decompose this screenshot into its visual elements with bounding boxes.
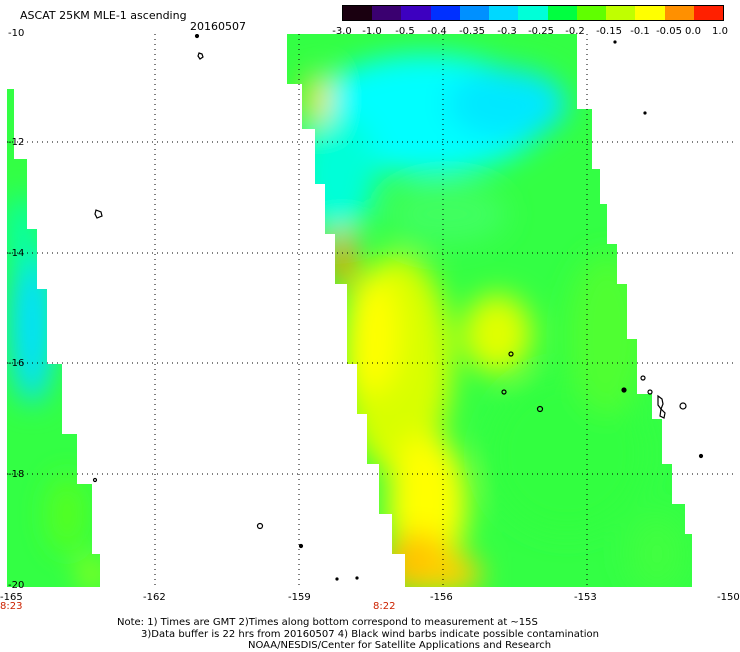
y-tick-label: -14 — [8, 248, 25, 259]
colorbar-label: -0.3 — [497, 26, 517, 37]
colorbar-segment-8 — [576, 6, 607, 20]
map-canvas — [7, 34, 735, 587]
wind-map — [7, 34, 735, 587]
y-tick-label: -16 — [8, 358, 25, 369]
colorbar-segment-6 — [518, 6, 548, 20]
graticule — [7, 34, 735, 587]
x-tick-label: -150 — [717, 592, 740, 603]
colorbar-label: -0.1 — [630, 26, 650, 37]
colorbar-labels: -3.0 -1.0 -0.5 -0.4 -0.35 -0.3 -0.25 -0.… — [330, 26, 735, 38]
colorbar-label: -0.2 — [565, 26, 585, 37]
y-tick-label: -10 — [8, 28, 25, 39]
swath-time-left: 8:23 — [0, 601, 23, 612]
colorbar-segment-7 — [547, 6, 577, 20]
colorbar-label: 1.0 — [712, 26, 728, 37]
colorbar-segment-11 — [664, 6, 694, 20]
colorbar-label: -0.25 — [528, 26, 554, 37]
map-date: 20160507 — [190, 20, 246, 33]
swath-left — [7, 89, 100, 587]
y-tick-label: -18 — [8, 469, 25, 480]
map-title: ASCAT 25KM MLE-1 ascending — [20, 9, 187, 22]
colorbar-segment-2 — [401, 6, 431, 20]
colorbar-segment-12 — [693, 6, 724, 20]
colorbar-label: -0.15 — [596, 26, 622, 37]
x-tick-label: -162 — [143, 592, 166, 603]
colorbar — [342, 5, 724, 21]
colorbar-segment-9 — [606, 6, 636, 20]
y-tick-label: -12 — [8, 137, 25, 148]
colorbar-segment-0 — [343, 6, 373, 20]
colorbar-segment-10 — [635, 6, 665, 20]
y-tick-label: -20 — [8, 580, 25, 591]
x-tick-label: -165 — [0, 592, 23, 603]
colorbar-label: -0.5 — [395, 26, 415, 37]
note-line-3: NOAA/NESDIS/Center for Satellite Applica… — [248, 640, 552, 651]
colorbar-segment-1 — [372, 6, 402, 20]
colorbar-label: -3.0 — [332, 26, 352, 37]
colorbar-segment-5 — [489, 6, 519, 20]
coastline-islands — [92, 34, 704, 581]
swath-right — [287, 34, 692, 587]
colorbar-label: 0.0 — [685, 26, 701, 37]
colorbar-label: -0.35 — [459, 26, 485, 37]
x-tick-label: -153 — [574, 592, 597, 603]
note-line-2: 3)Data buffer is 22 hrs from 20160507 4)… — [141, 629, 599, 640]
colorbar-label: -1.0 — [362, 26, 382, 37]
swath-time-right: 8:22 — [373, 601, 396, 612]
colorbar-label: -0.4 — [427, 26, 447, 37]
note-line-1: Note: 1) Times are GMT 2)Times along bot… — [117, 617, 538, 628]
x-tick-label: -156 — [430, 592, 453, 603]
x-tick-label: -159 — [288, 592, 311, 603]
colorbar-segment-4 — [459, 6, 490, 20]
colorbar-label: -0.05 — [656, 26, 682, 37]
colorbar-segment-3 — [430, 6, 460, 20]
